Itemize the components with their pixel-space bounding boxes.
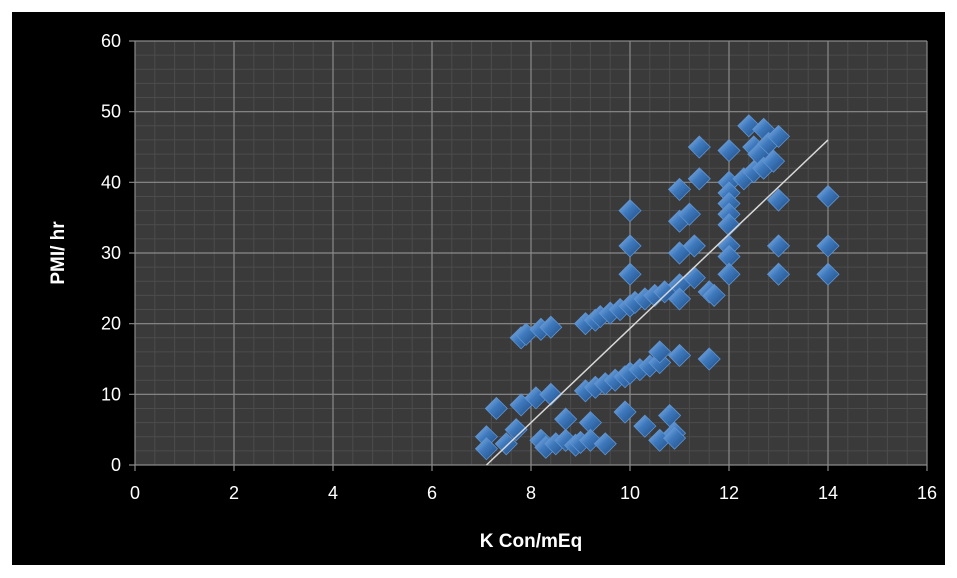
data-point [658,403,682,428]
data-point [648,340,672,364]
y-tick-label: 50 [101,102,121,122]
x-tick-label: 14 [818,483,838,503]
data-point [717,262,741,286]
data-point [766,234,791,258]
y-tick-label: 60 [101,31,121,51]
y-tick-label: 0 [111,455,121,475]
data-point [816,262,840,286]
data-point [593,432,617,456]
x-tick-label: 16 [917,483,937,503]
data-point [618,262,642,286]
data-point [539,315,563,339]
data-point [618,234,642,258]
x-tick-labels: 0 2 4 6 8 10 12 14 16 [130,483,937,503]
data-point [816,234,840,258]
data-point [613,400,637,424]
data-point [662,426,687,450]
data-point [677,202,701,226]
data-point [766,262,791,286]
data-point [697,347,721,371]
x-tick-label: 12 [719,483,739,503]
data-point [766,188,791,212]
x-tick-label: 0 [130,483,140,503]
x-axis-title: K Con/mEq [480,531,582,552]
data-point [816,184,840,209]
data-point [682,234,706,258]
y-tick-label: 30 [101,243,121,263]
y-tick-label: 10 [101,384,121,404]
data-point [761,149,786,173]
chart-frame: 0 2 4 6 8 10 12 14 16 0 10 20 30 40 50 60 K Con/mEq PM… [12,12,945,565]
data-point [484,396,508,421]
data-point [667,177,692,201]
x-tick-label: 2 [229,483,239,503]
data-point [667,343,692,368]
major-grid [129,40,928,471]
scatter-chart: 0 2 4 6 8 10 12 14 16 0 10 20 30 40 50 60 K Con/mEq PM… [48,31,937,552]
x-tick-label: 6 [427,483,437,503]
data-points [474,114,840,461]
data-point [687,135,711,159]
data-point [687,167,711,191]
data-point [504,418,528,442]
y-axis-title: PMI/ hr [48,221,69,285]
x-tick-label: 10 [620,483,640,503]
y-tick-label: 40 [101,172,121,192]
x-tick-label: 4 [328,483,338,503]
data-point [618,199,642,223]
data-point [702,283,726,307]
data-point [633,414,657,438]
data-point [539,382,563,406]
y-tick-label: 20 [101,314,121,334]
data-point [717,138,741,163]
y-tick-labels: 0 10 20 30 40 50 60 [101,31,121,475]
data-point [667,287,692,311]
trendline [485,139,829,466]
data-point [474,437,499,461]
x-tick-label: 8 [526,483,536,503]
data-point [766,124,791,148]
